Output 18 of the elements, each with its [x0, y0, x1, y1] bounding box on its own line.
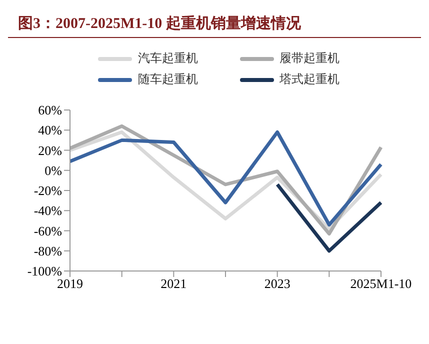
legend-label: 随车起重机	[138, 71, 198, 88]
chart-title: 图3：2007-2025M1-10 起重机销量增速情况	[8, 8, 421, 38]
y-tick-label: 40%	[38, 122, 62, 138]
y-tick-label: -80%	[34, 243, 62, 258]
y-tick-label: -40%	[34, 203, 62, 218]
x-tick-label: 2019	[57, 276, 83, 292]
legend-label: 汽车起重机	[138, 50, 198, 67]
y-tick-label: 0%	[44, 162, 62, 178]
y-tick-label: 20%	[38, 142, 62, 158]
legend-label: 履带起重机	[280, 50, 340, 67]
y-tick-label: -60%	[34, 223, 62, 238]
legend-label: 塔式起重机	[280, 71, 340, 88]
y-tick-label: -100%	[27, 264, 62, 279]
y-tick-label: 60%	[38, 102, 62, 118]
y-tick-label: -20%	[34, 183, 62, 198]
x-tick-label: 2025M1-10	[350, 276, 412, 292]
x-tick-label: 2021	[160, 276, 187, 292]
x-tick-label: 2023	[264, 276, 290, 292]
